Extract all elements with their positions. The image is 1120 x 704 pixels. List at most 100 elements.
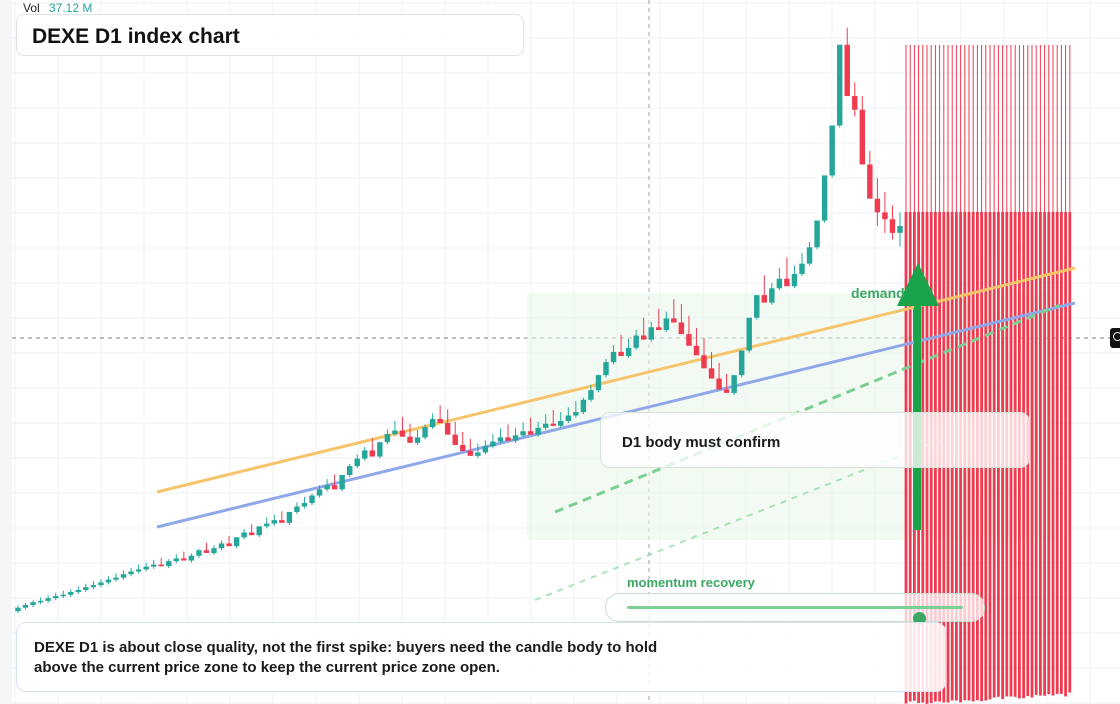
candle-body — [159, 565, 164, 567]
candle-body — [339, 475, 344, 489]
sell-bar — [1043, 212, 1046, 696]
candle-body — [385, 434, 390, 442]
candle-body — [890, 219, 895, 233]
sell-bar — [1064, 212, 1067, 696]
candle-body — [430, 419, 435, 427]
chart-title: DEXE D1 index chart — [32, 25, 240, 49]
candle-body — [453, 435, 458, 445]
candle-body — [566, 416, 571, 421]
candle-body — [724, 390, 729, 393]
demand-zone-label: demand — [851, 285, 905, 301]
candle-body — [649, 327, 654, 339]
candle-body — [61, 595, 66, 597]
candle-body — [807, 247, 812, 263]
candle-body — [53, 596, 58, 598]
candle-body — [83, 587, 88, 590]
candle-body — [400, 431, 405, 437]
candle-body — [287, 512, 292, 523]
candle-body — [535, 428, 540, 435]
momentum-label: momentum recovery — [627, 575, 755, 590]
candle-body — [294, 506, 299, 511]
candle-body — [121, 574, 126, 577]
candle-body — [166, 561, 171, 566]
candle-body — [332, 485, 337, 489]
sell-bar — [1068, 212, 1071, 693]
candle-body — [769, 288, 774, 302]
candle-body — [415, 437, 420, 442]
candle-body — [513, 435, 518, 440]
candle-body — [136, 569, 141, 571]
sell-bar — [1047, 212, 1050, 694]
candle-body — [445, 423, 450, 435]
candle-body — [777, 279, 782, 289]
candle-body — [814, 221, 819, 248]
candle-body — [747, 318, 752, 351]
candle-body — [709, 368, 714, 378]
candle-body — [837, 45, 842, 126]
candle-body — [664, 318, 669, 330]
candle-body — [196, 550, 201, 555]
candle-body — [656, 327, 661, 330]
candle-body — [588, 390, 593, 400]
left-gutter — [0, 0, 12, 704]
candle-body — [68, 592, 73, 595]
candle-body — [38, 601, 43, 603]
candle-body — [483, 446, 488, 452]
candle-body — [23, 605, 28, 608]
candle-body — [520, 431, 525, 435]
candle-body — [355, 459, 360, 467]
candle-body — [241, 532, 246, 537]
candle-body — [701, 355, 706, 368]
candle-body — [784, 279, 789, 287]
candle-body — [754, 295, 759, 318]
sell-bar — [1031, 212, 1034, 697]
candle-body — [792, 274, 797, 286]
candle-body — [279, 520, 284, 523]
momentum-track — [627, 606, 963, 609]
candle-body — [694, 346, 699, 356]
candle-body — [460, 445, 465, 451]
candle-body — [234, 537, 239, 546]
candle-body — [822, 175, 827, 220]
candle-body — [475, 452, 480, 455]
candle-body — [829, 125, 834, 175]
confirm-text: D1 body must confirm — [622, 434, 780, 451]
candle-body — [558, 421, 563, 426]
volume-label: Vol — [23, 1, 40, 15]
candle-body — [611, 352, 616, 362]
candle-body — [845, 45, 850, 96]
candle-body — [490, 442, 495, 447]
candle-body — [897, 226, 902, 233]
sell-bar — [1039, 212, 1042, 696]
candle-body — [407, 437, 412, 443]
candle-body — [377, 442, 382, 456]
candle-body — [106, 580, 111, 583]
candle-body — [362, 450, 367, 458]
sell-bar — [1035, 212, 1038, 695]
sell-bar — [1052, 212, 1055, 696]
candle-body — [45, 598, 50, 601]
candle-body — [181, 558, 186, 560]
candle-body — [468, 451, 473, 456]
candle-body — [272, 520, 277, 523]
candle-body — [30, 602, 35, 605]
candle-body — [264, 524, 269, 527]
candle-body — [226, 543, 231, 546]
candle-body — [603, 362, 608, 375]
momentum-meter — [605, 593, 985, 622]
candle-body — [551, 424, 556, 426]
sell-bar — [1056, 212, 1059, 694]
candle-body — [174, 558, 179, 561]
candle-body — [618, 352, 623, 356]
candle-body — [219, 543, 224, 548]
candle-body — [113, 578, 118, 580]
candle-body — [143, 567, 148, 570]
volume-value: 37.12 M — [49, 1, 92, 15]
analysis-note-text: DEXE D1 is about close quality, not the … — [34, 638, 694, 678]
candle-body — [128, 571, 133, 574]
candle-body — [211, 548, 216, 553]
price-marker[interactable] — [1110, 328, 1120, 348]
candle-body — [91, 585, 96, 587]
candle-body — [867, 164, 872, 198]
